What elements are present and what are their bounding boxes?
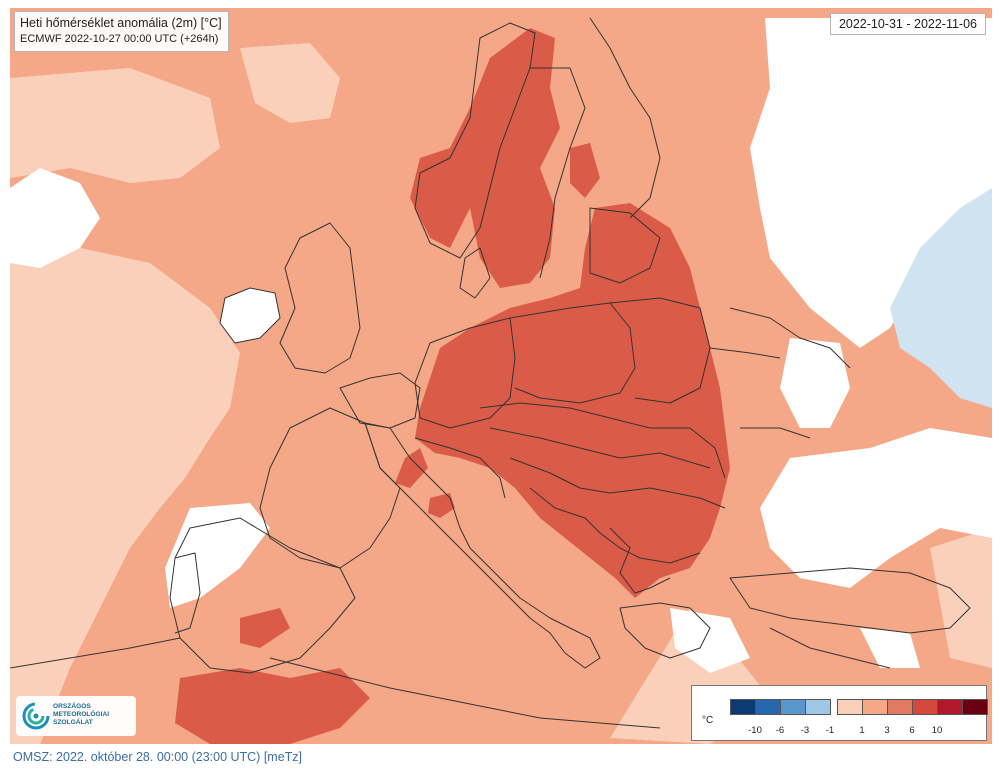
anomaly-map: Heti hőmérséklet anomália (2m) [°C] ECMW…	[10, 8, 992, 744]
legend-swatch-negative	[780, 699, 806, 715]
legend-swatch-positive	[937, 699, 963, 715]
anomaly-zone-negative	[890, 188, 992, 408]
logo-line-1: ORSZÁGOS	[53, 703, 91, 710]
legend-unit: °C	[702, 715, 714, 726]
logo-line-2: METEOROLÓGIAI	[53, 711, 110, 718]
legend-swatch-positive	[862, 699, 888, 715]
forecast-period: 2022-10-31 - 2022-11-06	[829, 13, 986, 35]
legend-tick-label: 10	[931, 725, 943, 736]
legend-swatch-positive	[912, 699, 938, 715]
country-borders	[10, 17, 971, 729]
model-run-subtitle: ECMWF 2022-10-27 00:00 UTC (+264h)	[20, 33, 219, 45]
logo-line-3: SZOLGÁLAT	[53, 719, 93, 726]
omsz-logo: ORSZÁGOS METEOROLÓGIAI SZOLGÁLAT	[16, 696, 136, 736]
footer-caption: OMSZ: 2022. október 28. 00:00 (23:00 UTC…	[13, 750, 303, 764]
anomaly-zone-strong	[175, 28, 730, 744]
map-canvas	[10, 8, 992, 744]
legend-tick-label: 6	[909, 725, 915, 736]
legend-swatch-positive	[962, 699, 988, 715]
legend-tick-label: -3	[800, 725, 810, 736]
legend-swatch-negative	[730, 699, 756, 715]
map-title: Heti hőmérséklet anomália (2m) [°C]	[20, 16, 222, 30]
color-legend: °C -10 -6 -3 -1 1 3 6 10	[691, 685, 988, 741]
legend-swatch-positive	[837, 699, 863, 715]
legend-tick-label: -6	[775, 725, 785, 736]
legend-tick-label: 1	[859, 725, 865, 736]
legend-swatch-negative	[805, 699, 831, 715]
legend-tick-label: -1	[825, 725, 835, 736]
legend-swatch-positive	[887, 699, 913, 715]
omsz-swirl-logo-icon	[22, 702, 50, 730]
logo-text: ORSZÁGOS METEOROLÓGIAI SZOLGÁLAT	[53, 703, 133, 727]
legend-tick-label: 3	[884, 725, 890, 736]
map-title-box: Heti hőmérséklet anomália (2m) [°C] ECMW…	[14, 11, 229, 52]
legend-swatch-negative	[755, 699, 781, 715]
legend-tick-label: -10	[748, 725, 762, 736]
